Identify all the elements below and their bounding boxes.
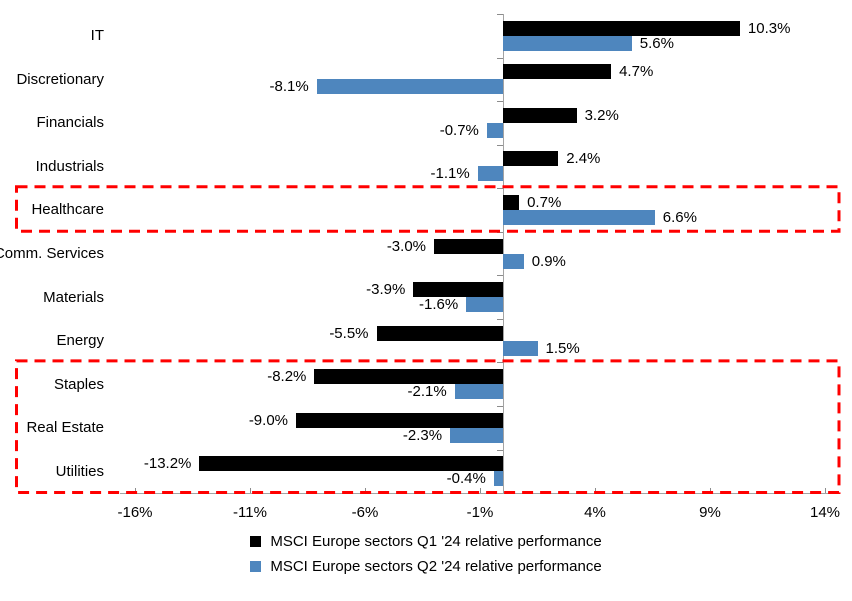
y-axis-tick bbox=[497, 405, 503, 407]
bar-q2 bbox=[503, 340, 538, 356]
category-label: Healthcare bbox=[31, 201, 104, 219]
value-label: 0.9% bbox=[531, 252, 566, 270]
value-label: 6.6% bbox=[662, 209, 697, 226]
category-label: Comm. Services bbox=[0, 244, 104, 262]
legend-label: MSCI Europe sectors Q2 '24 relative perf… bbox=[270, 558, 602, 575]
x-axis-tick bbox=[595, 488, 596, 493]
category-label: IT bbox=[90, 27, 104, 45]
category-label: Discretionary bbox=[16, 70, 104, 88]
legend-marker bbox=[250, 561, 262, 572]
value-label: -2.1% bbox=[407, 383, 447, 401]
value-label: -3.0% bbox=[386, 237, 426, 255]
y-axis-tick bbox=[497, 275, 503, 277]
bar-q2 bbox=[316, 79, 503, 95]
y-axis-tick bbox=[497, 144, 503, 146]
y-axis-tick bbox=[497, 188, 503, 190]
y-axis-tick bbox=[497, 318, 503, 320]
value-label: -0.4% bbox=[446, 470, 486, 488]
value-label: -8.1% bbox=[269, 78, 309, 96]
y-axis-tick bbox=[497, 101, 503, 103]
bar-q2 bbox=[503, 35, 632, 51]
bar-q1 bbox=[434, 238, 503, 254]
bar-q1 bbox=[503, 20, 740, 36]
category-label: Real Estate bbox=[26, 419, 104, 437]
legend-item-q1: MSCI Europe sectors Q1 '24 relative perf… bbox=[250, 533, 602, 550]
x-axis-tick bbox=[250, 488, 251, 493]
bar-q1 bbox=[503, 195, 520, 210]
x-axis-tick-label: 14% bbox=[809, 504, 841, 521]
value-label: -5.5% bbox=[329, 324, 369, 342]
y-axis-tick bbox=[497, 14, 503, 15]
value-label: -9.0% bbox=[248, 411, 288, 429]
value-label: -3.9% bbox=[366, 281, 406, 298]
x-axis-tick bbox=[365, 488, 366, 493]
y-axis-tick bbox=[497, 449, 503, 451]
value-label: -8.2% bbox=[267, 368, 307, 386]
x-axis-tick-label: -16% bbox=[117, 504, 153, 521]
value-label: -0.7% bbox=[439, 121, 479, 139]
value-label: 4.7% bbox=[619, 63, 654, 81]
value-label: 1.5% bbox=[545, 339, 580, 357]
x-axis-tick bbox=[825, 488, 826, 493]
bar-q1 bbox=[503, 64, 612, 80]
bar-q2 bbox=[486, 122, 503, 138]
x-axis-tick bbox=[710, 488, 711, 493]
x-axis-tick bbox=[135, 488, 136, 493]
category-label: Energy bbox=[56, 332, 104, 350]
bar-q2 bbox=[503, 253, 524, 269]
category-label: Staples bbox=[53, 375, 104, 393]
bar-q1 bbox=[503, 151, 559, 167]
value-label: 2.4% bbox=[566, 150, 601, 168]
value-label: 5.6% bbox=[639, 34, 674, 52]
bar-q2 bbox=[466, 297, 503, 312]
x-axis-tick-label: -1% bbox=[466, 504, 494, 521]
bar-q1 bbox=[296, 412, 503, 428]
category-label: Industrials bbox=[35, 157, 104, 175]
value-label: -1.1% bbox=[430, 165, 470, 183]
bar-q2 bbox=[450, 427, 503, 443]
value-label: 10.3% bbox=[747, 19, 791, 37]
category-label: Financials bbox=[36, 114, 104, 132]
x-axis-tick-label: 9% bbox=[699, 504, 721, 521]
bar-q2 bbox=[454, 384, 503, 400]
legend: MSCI Europe sectors Q1 '24 relative perf… bbox=[0, 533, 852, 575]
bar-q2 bbox=[493, 471, 503, 487]
x-axis-tick-label: -11% bbox=[233, 504, 267, 521]
legend-marker bbox=[250, 536, 262, 547]
category-label: Materials bbox=[43, 288, 104, 306]
y-axis-tick bbox=[497, 362, 503, 364]
y-axis-tick bbox=[497, 231, 503, 233]
bar-q1 bbox=[503, 107, 577, 123]
value-label: -1.6% bbox=[419, 296, 459, 313]
bar-q2 bbox=[503, 210, 655, 225]
value-label: -13.2% bbox=[143, 455, 192, 473]
highlight-box bbox=[15, 185, 841, 233]
bar-q1 bbox=[413, 282, 503, 297]
legend-label: MSCI Europe sectors Q1 '24 relative perf… bbox=[270, 533, 602, 550]
x-axis-tick-label: 4% bbox=[584, 504, 606, 521]
bar-q1 bbox=[376, 325, 503, 341]
x-axis-tick bbox=[480, 488, 481, 493]
x-axis-tick-label: -6% bbox=[351, 504, 379, 521]
value-label: 3.2% bbox=[584, 106, 619, 124]
x-axis-line bbox=[120, 493, 833, 494]
value-label: -2.3% bbox=[402, 426, 443, 444]
y-axis-tick bbox=[497, 57, 503, 59]
bar-q2 bbox=[477, 166, 503, 182]
legend-item-q2: MSCI Europe sectors Q2 '24 relative perf… bbox=[250, 558, 602, 575]
category-label: Utilities bbox=[55, 462, 104, 480]
